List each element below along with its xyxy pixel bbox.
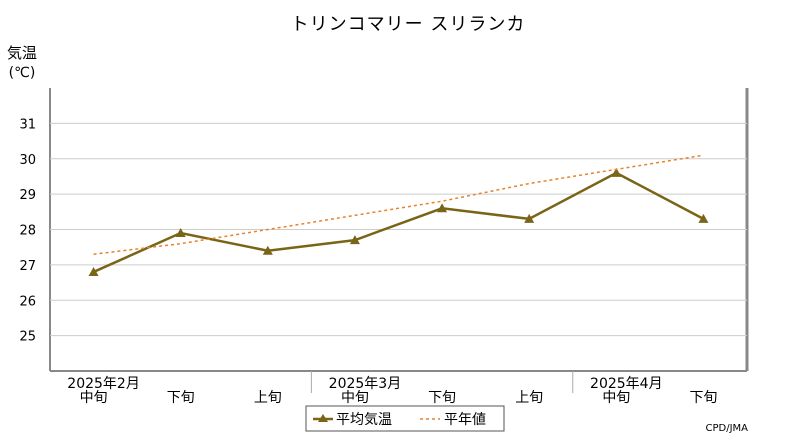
x-tick-label: 下旬: [428, 390, 456, 406]
x-tick-label: 下旬: [689, 390, 717, 406]
legend-label-mean: 平均気温: [336, 412, 392, 428]
grid-lines: [50, 122, 747, 337]
x-tick-labels: 中旬 下旬 上旬 中旬 下旬 上旬 中旬 下旬 2025年2月 2025年3月 2025年4月: [67, 371, 717, 406]
series-line-mean: [93, 171, 705, 274]
y-tick-label: 26: [19, 294, 36, 309]
y-tick-label: 25: [19, 330, 36, 345]
y-tick-label: 30: [19, 153, 36, 168]
month-label: 2025年3月: [329, 376, 402, 392]
data-point-mean: [88, 266, 99, 276]
legend-marker-mean: [318, 414, 328, 422]
legend-box: [305, 405, 505, 432]
data-point-mean: [262, 245, 273, 255]
y-tick-label: 27: [19, 259, 36, 274]
data-point-mean: [524, 213, 535, 223]
y-tick-label: 31: [19, 117, 36, 132]
month-label: 2025年4月: [590, 376, 663, 392]
data-point-mean: [437, 203, 448, 213]
data-point-mean: [175, 228, 186, 238]
x-tick-label: 上旬: [515, 390, 543, 406]
month-label: 2025年2月: [67, 376, 140, 392]
x-tick-label: 中旬: [80, 390, 108, 406]
series-layer: [88, 154, 709, 276]
x-tick-label: 下旬: [167, 390, 195, 406]
data-point-mean: [611, 167, 622, 177]
x-tick-label: 中旬: [341, 390, 369, 406]
x-tick-label: 上旬: [254, 390, 282, 406]
y-axis-unit: (℃): [9, 65, 36, 81]
chart-title: トリンコマリー スリランカ: [291, 14, 526, 35]
legend: 平均気温 平年値: [305, 405, 505, 432]
data-point-mean: [349, 235, 360, 245]
credit-text: CPD/JMA: [706, 423, 749, 434]
data-point-mean: [698, 213, 709, 223]
y-tick-label: 28: [19, 224, 36, 239]
series-line-normal: [93, 154, 704, 256]
y-axis-label: 気温: [7, 44, 37, 62]
y-tick-label: 29: [19, 188, 36, 203]
y-tick-labels: 25 26 27 28 29 30 31: [19, 117, 36, 344]
x-tick-label: 中旬: [602, 390, 630, 406]
legend-label-normal: 平年値: [444, 412, 486, 428]
